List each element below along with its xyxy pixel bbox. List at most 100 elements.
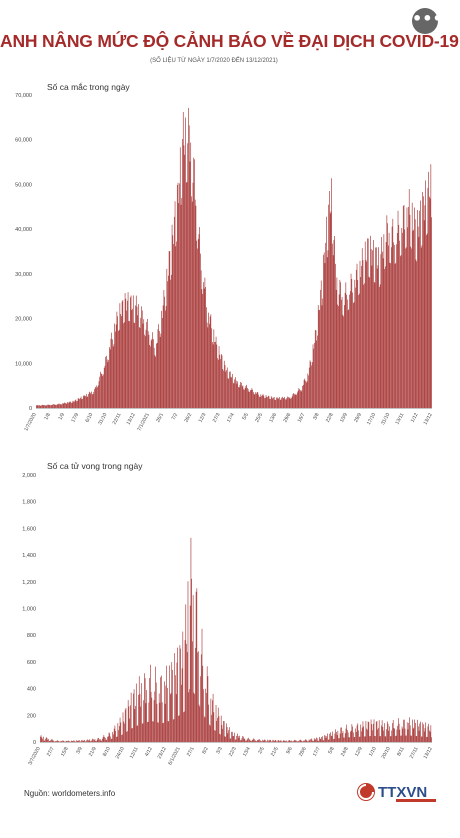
deaths-bar: [352, 726, 353, 742]
cases-bar: [129, 297, 131, 408]
cases-xtick-label: 12/3: [198, 412, 208, 424]
cases-bar: [149, 344, 151, 408]
deaths-bar: [256, 741, 257, 742]
cases-xtick-label: 1/9: [57, 412, 66, 421]
deaths-bar: [369, 736, 371, 742]
cases-bar: [117, 316, 118, 408]
deaths-bar: [314, 739, 316, 742]
deaths-bar: [323, 740, 325, 742]
deaths-ytick-label: 1,800: [22, 500, 36, 506]
deaths-bar: [411, 735, 412, 742]
deaths-bar: [164, 681, 165, 742]
deaths-bar: [116, 736, 117, 742]
cases-bar: [226, 367, 228, 408]
deaths-bar: [302, 741, 304, 742]
cases-bar: [293, 393, 294, 408]
deaths-bar: [296, 741, 298, 742]
deaths-bar: [121, 734, 123, 742]
deaths-bar: [73, 740, 74, 742]
deaths-bar: [338, 738, 339, 742]
deaths-bar: [380, 736, 381, 742]
deaths-xtick-label: 8/11: [396, 746, 406, 757]
cases-bar: [341, 297, 343, 408]
deaths-bar: [127, 700, 129, 742]
cases-bar: [279, 397, 280, 408]
cases-bar: [420, 200, 421, 408]
deaths-bar: [214, 730, 216, 742]
deaths-bar: [93, 739, 94, 742]
cases-bar: [215, 336, 217, 408]
deaths-bar: [336, 735, 338, 742]
deaths-xtick-label: 12/9: [354, 746, 364, 758]
deaths-bar: [417, 719, 418, 742]
cases-bar: [199, 227, 200, 408]
deaths-bar: [370, 719, 372, 742]
cases-bar: [94, 386, 96, 408]
cases-ytick-label: 20,000: [15, 317, 32, 323]
cases-bar: [301, 390, 303, 408]
deaths-bar: [409, 725, 411, 742]
cases-bar: [103, 367, 105, 408]
cases-bar: [67, 402, 68, 408]
cases-bar: [405, 247, 407, 408]
cases-bar: [270, 399, 271, 408]
cases-ytick-label: 30,000: [15, 272, 32, 278]
deaths-bar: [150, 664, 151, 742]
deaths-bar: [398, 723, 400, 742]
cases-bar: [431, 217, 432, 408]
deaths-bar: [166, 687, 168, 742]
cases-bar: [248, 391, 250, 408]
cases-bar: [116, 311, 118, 408]
cases-bar: [128, 320, 130, 408]
deaths-bar: [354, 737, 356, 742]
deaths-bar: [205, 688, 207, 742]
cases-bar: [145, 329, 147, 408]
cases-bar: [203, 282, 204, 408]
cases-bar: [340, 282, 341, 408]
deaths-bar: [262, 740, 264, 742]
cases-bar: [368, 276, 370, 408]
cases-bar: [223, 370, 224, 408]
more-options-icon[interactable]: •••: [412, 8, 443, 34]
cases-bar: [402, 206, 404, 408]
cases-bar: [211, 328, 212, 408]
cases-bar: [400, 255, 402, 408]
deaths-bar: [255, 741, 257, 742]
deaths-bar: [291, 740, 292, 742]
cases-bar: [427, 187, 429, 408]
deaths-bar: [357, 723, 359, 742]
cases-bar: [50, 405, 51, 408]
deaths-bar: [110, 738, 112, 742]
deaths-bar: [45, 737, 47, 742]
deaths-bar: [198, 704, 200, 742]
deaths-bar: [114, 725, 116, 742]
cases-bar: [232, 382, 234, 408]
cases-bar: [146, 321, 148, 408]
deaths-bar: [147, 721, 149, 742]
deaths-bar: [100, 740, 102, 742]
cases-bar: [262, 394, 264, 408]
cases-bar: [222, 369, 224, 408]
cases-bar: [385, 266, 386, 408]
cases-bar: [299, 389, 300, 408]
deaths-bar: [367, 729, 368, 742]
cases-bar: [42, 404, 44, 408]
deaths-bar: [120, 722, 122, 742]
deaths-bar: [115, 730, 116, 742]
cases-bar: [91, 394, 93, 408]
cases-bar: [247, 387, 248, 408]
cases-bar: [100, 371, 101, 408]
deaths-bar: [280, 740, 282, 742]
deaths-bar: [298, 740, 300, 742]
deaths-bar: [268, 740, 269, 742]
cases-bar: [112, 346, 114, 408]
deaths-bar: [421, 736, 423, 742]
deaths-bar: [340, 727, 342, 742]
cases-bar: [253, 392, 254, 408]
cases-bar: [364, 241, 366, 408]
cases-bar: [41, 404, 43, 408]
deaths-bar: [236, 735, 238, 742]
deaths-xtick-label: 21/9: [88, 746, 98, 758]
deaths-bar: [397, 725, 398, 742]
cases-bar: [220, 354, 222, 408]
